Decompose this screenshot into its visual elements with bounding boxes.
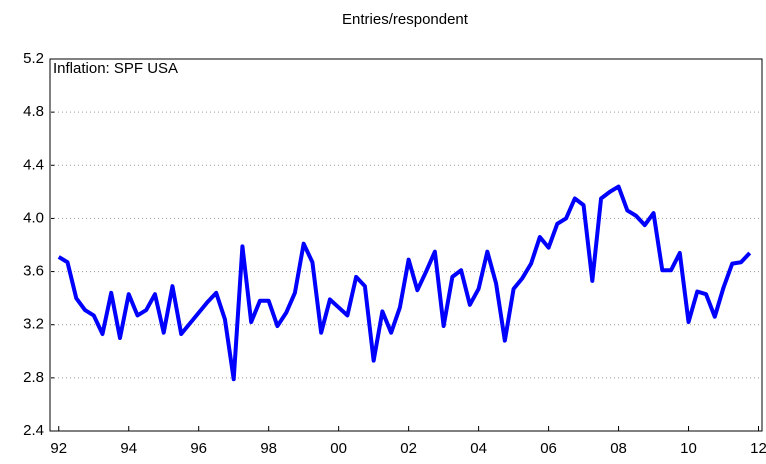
x-tick-label: 04 <box>470 440 487 457</box>
x-tick-label: 00 <box>330 440 347 457</box>
x-tick-label: 92 <box>50 440 67 457</box>
x-tick-label: 98 <box>260 440 277 457</box>
plot-frame <box>49 58 763 432</box>
y-tick-label: 5.2 <box>23 50 44 67</box>
y-tick-label: 2.8 <box>23 369 44 386</box>
y-tick-label: 4.8 <box>23 103 44 120</box>
chart-title: Entries/respondent <box>342 11 469 28</box>
x-tick-label: 10 <box>680 440 697 457</box>
y-tick-label: 3.2 <box>23 316 44 333</box>
x-tick-label: 06 <box>540 440 557 457</box>
x-tick-label: 12 <box>750 440 766 457</box>
y-tick-label: 4.0 <box>23 209 44 226</box>
y-tick-label: 2.4 <box>23 422 44 439</box>
x-tick-label: 96 <box>190 440 207 457</box>
y-tick-label: 3.6 <box>23 263 44 280</box>
x-tick-label: 02 <box>400 440 417 457</box>
annotation: Inflation: SPF USA <box>53 60 178 77</box>
x-tick-label: 94 <box>120 440 137 457</box>
data-line <box>57 184 752 382</box>
x-tick-label: 08 <box>610 440 627 457</box>
y-tick-label: 4.4 <box>23 156 44 173</box>
